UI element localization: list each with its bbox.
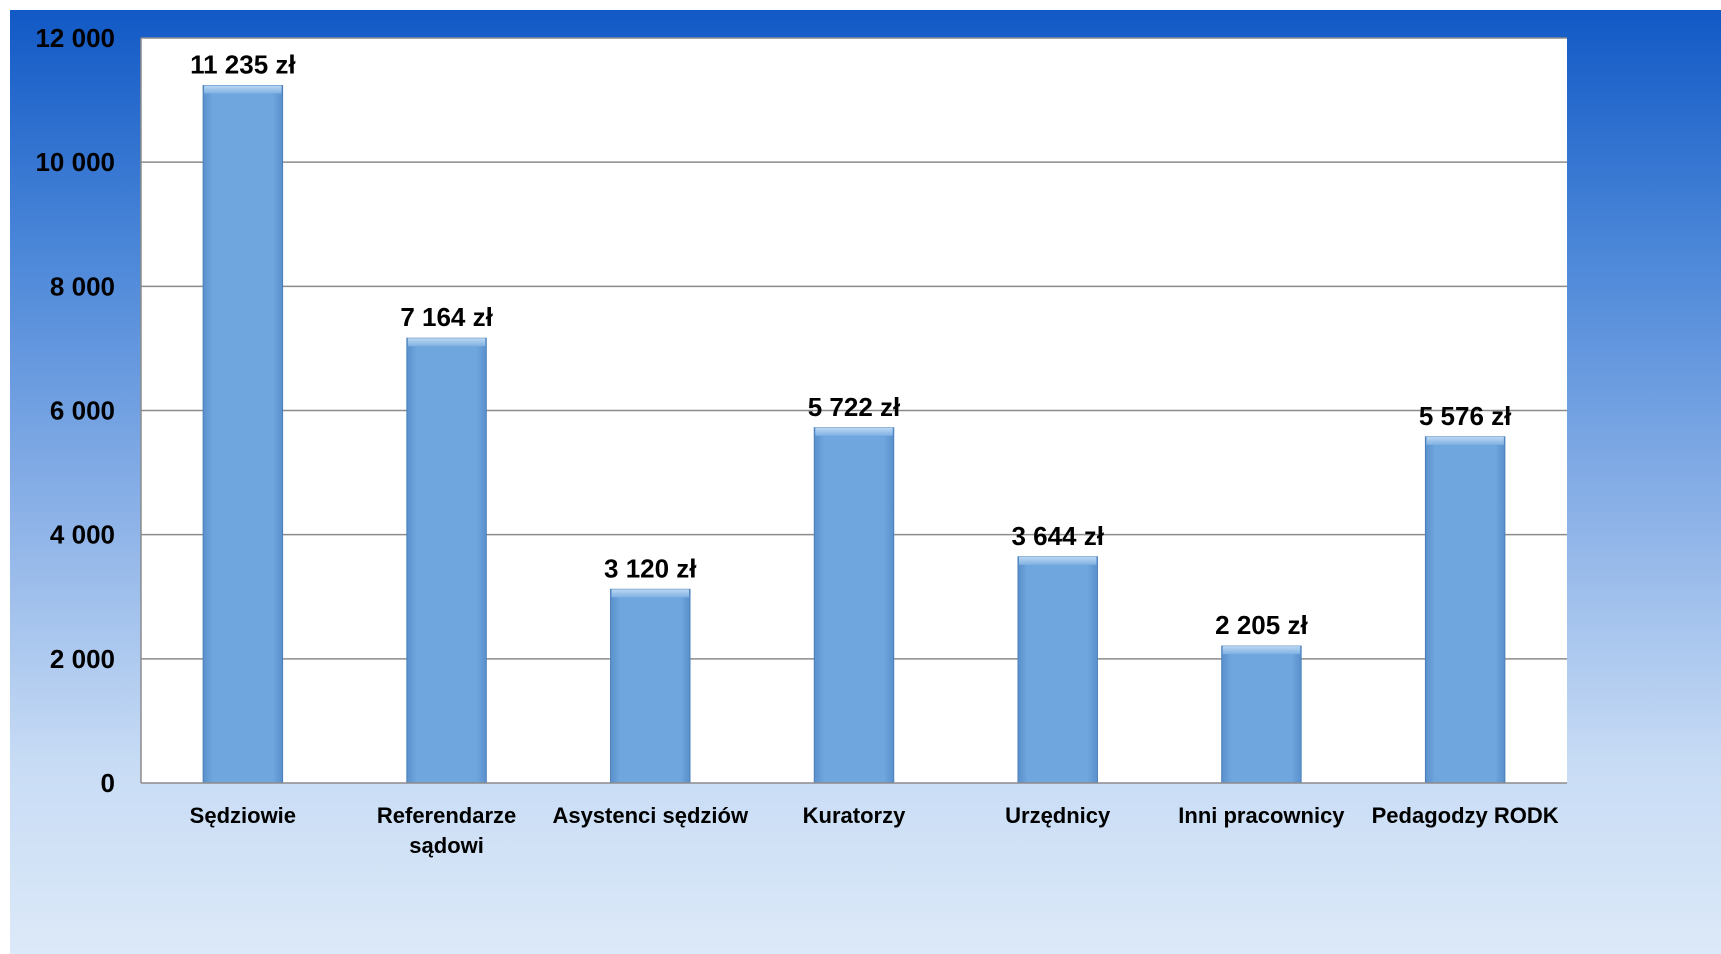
bar xyxy=(1424,436,1506,784)
bar-top-bevel xyxy=(611,589,690,598)
x-tick-label: Inni pracownicy xyxy=(1178,803,1345,828)
data-label: 11 235 zł xyxy=(190,49,296,79)
bar-body xyxy=(1221,645,1302,784)
x-tick-label: Urzędnicy xyxy=(1005,803,1111,828)
bar-body xyxy=(406,337,487,784)
bar xyxy=(406,337,487,784)
x-tick-label: Referendarze xyxy=(377,803,516,828)
data-label: 5 722 zł xyxy=(808,392,901,422)
bar xyxy=(1221,645,1302,784)
x-tick-label: Pedagodzy RODK xyxy=(1372,803,1559,828)
bar xyxy=(610,588,691,784)
bar-top-bevel xyxy=(1222,646,1301,655)
y-tick-label: 12 000 xyxy=(35,23,115,53)
bar xyxy=(202,84,284,784)
bar-body xyxy=(813,427,895,784)
y-tick-label: 2 000 xyxy=(50,644,115,674)
bar-top-bevel xyxy=(1426,436,1504,445)
bar xyxy=(1017,556,1098,784)
bar-top-bevel xyxy=(1018,556,1097,565)
data-label: 3 120 zł xyxy=(604,553,697,583)
bar-body xyxy=(610,588,691,784)
x-tick-label: sądowi xyxy=(409,833,484,858)
x-tick-label: Kuratorzy xyxy=(803,803,906,828)
x-tick-label: Sędziowie xyxy=(190,803,296,828)
bar-top-bevel xyxy=(204,85,282,94)
y-tick-label: 8 000 xyxy=(50,271,115,301)
x-tick-label: Asystenci sędziów xyxy=(552,803,749,828)
y-tick-label: 0 xyxy=(101,768,115,798)
y-tick-label: 10 000 xyxy=(35,147,115,177)
bar-body xyxy=(1017,556,1098,784)
bar-top-bevel xyxy=(815,427,893,436)
chart-background: 11 235 zł 7 164 zł 3 120 zł 5 722 zł 3 644 z… xyxy=(10,10,1721,954)
bar-body xyxy=(202,84,284,784)
data-label: 3 644 zł xyxy=(1011,521,1104,551)
y-tick-label: 4 000 xyxy=(50,520,115,550)
data-label: 5 576 zł xyxy=(1419,401,1512,431)
bar xyxy=(813,427,895,784)
data-label: 7 164 zł xyxy=(400,302,493,332)
data-label: 2 205 zł xyxy=(1215,610,1308,640)
y-tick-label: 6 000 xyxy=(50,396,115,426)
bar-chart: 11 235 zł 7 164 zł 3 120 zł 5 722 zł 3 644 z… xyxy=(35,23,1567,858)
bar-body xyxy=(1424,436,1506,784)
bar-top-bevel xyxy=(407,338,486,347)
